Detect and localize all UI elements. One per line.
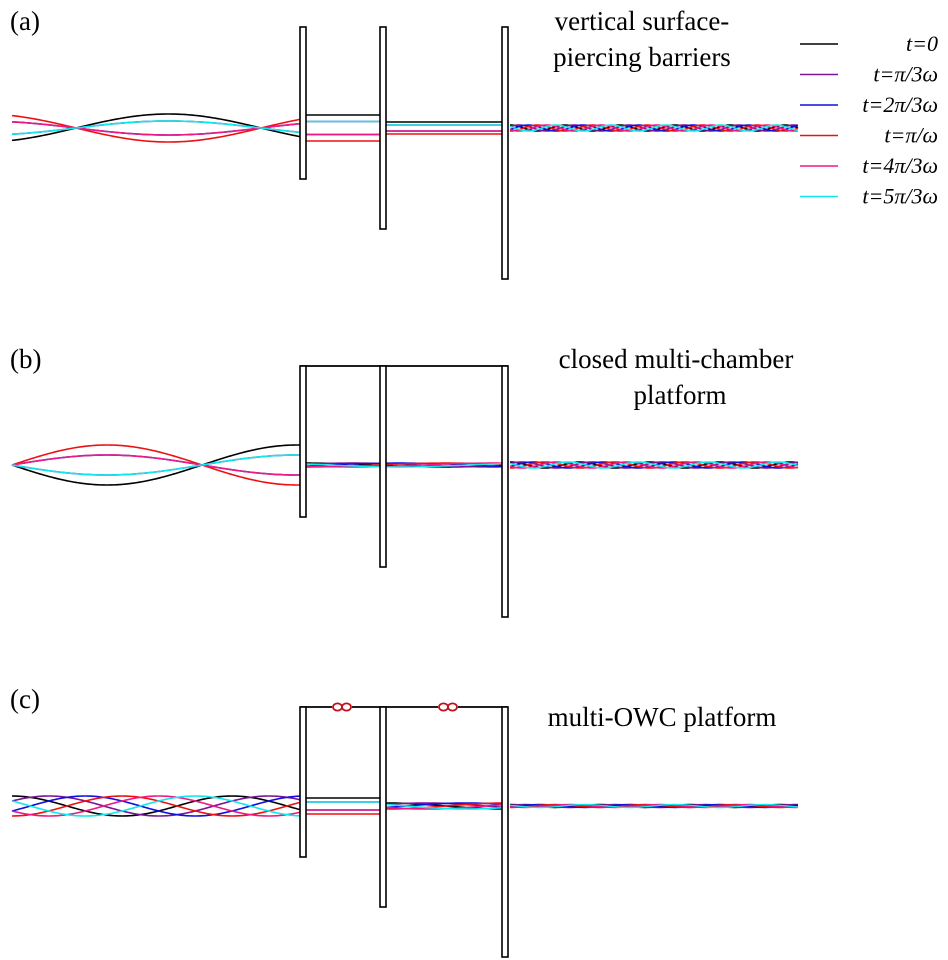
barrier-rear bbox=[501, 26, 509, 280]
legend-label: t=2π/3ω bbox=[862, 92, 938, 117]
wave-curve bbox=[11, 444, 301, 486]
wave-curve bbox=[11, 120, 301, 135]
wave-curve bbox=[305, 462, 503, 468]
barrier-front bbox=[299, 26, 307, 180]
panel-b-title-line1: closed multi-chamber bbox=[559, 344, 794, 374]
panel-a-wave-curves bbox=[11, 113, 799, 143]
legend-label: t=π/3ω bbox=[873, 62, 938, 87]
panel-a-title-line1: vertical surface- bbox=[555, 6, 730, 36]
legend-label: t=π/ω bbox=[884, 123, 938, 148]
panel-a-tag: (a) bbox=[10, 6, 40, 36]
wave-curve bbox=[509, 803, 799, 809]
wave-curve bbox=[509, 803, 799, 809]
panel-c-wave-curves bbox=[11, 795, 799, 817]
wave-curve bbox=[11, 795, 301, 817]
legend-label: t=5π/3ω bbox=[862, 184, 938, 209]
barrier-middle bbox=[379, 26, 387, 230]
barrier-middle bbox=[379, 365, 387, 568]
wave-curve bbox=[509, 124, 799, 132]
wave-curve bbox=[11, 444, 301, 486]
structures bbox=[299, 26, 509, 958]
wave-curve bbox=[11, 114, 301, 143]
legend-label: t=0 bbox=[906, 31, 938, 56]
barrier-front bbox=[299, 706, 307, 858]
wave-curve bbox=[11, 113, 301, 142]
wave-curve bbox=[11, 795, 301, 817]
wave-curve bbox=[11, 454, 301, 476]
wave-curve bbox=[11, 795, 301, 817]
barrier-rear bbox=[501, 365, 509, 618]
wave-curve bbox=[11, 454, 301, 476]
panel-b-title-line2: platform bbox=[634, 380, 727, 410]
panel-b-wave-curves bbox=[11, 444, 799, 486]
legend: t=0 t=π/3ω t=2π/3ω t=π/ω t=4π/3ω t=5π/3ω bbox=[800, 31, 938, 209]
wave-curve bbox=[11, 121, 301, 136]
panel-b-tag: (b) bbox=[10, 344, 41, 374]
wave-curve bbox=[509, 461, 799, 469]
panel-a-title-line2: piercing barriers bbox=[553, 42, 731, 72]
panel-c-title: multi-OWC platform bbox=[548, 702, 777, 732]
turbine-icon bbox=[438, 702, 458, 712]
panel-c-tag: (c) bbox=[10, 684, 40, 714]
wave-curve bbox=[509, 124, 799, 132]
wave-curve bbox=[305, 462, 503, 468]
barrier-rear bbox=[501, 706, 509, 958]
barrier-front bbox=[299, 365, 307, 518]
wave-curve bbox=[11, 795, 301, 817]
wave-curve bbox=[509, 124, 799, 132]
turbine-icon bbox=[332, 702, 352, 712]
legend-label: t=4π/3ω bbox=[862, 153, 938, 178]
barrier-middle bbox=[379, 706, 387, 908]
wave-curve bbox=[509, 124, 799, 132]
wave-curve bbox=[509, 461, 799, 469]
wave-curve bbox=[385, 803, 503, 810]
